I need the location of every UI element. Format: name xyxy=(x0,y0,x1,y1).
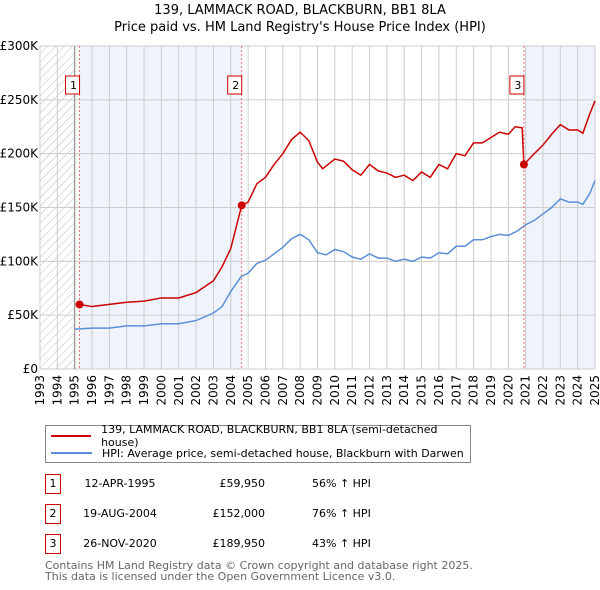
price-chart: 1993 1994 1995 1996 1997 1998 1999 2000 2001 2002… xyxy=(0,39,600,406)
x-tick-label: 2021 xyxy=(519,375,533,406)
sale-hpi-change: 56% ↑ HPI xyxy=(312,477,371,490)
x-tick-label: 2024 xyxy=(571,375,585,406)
x-tick-label: 2001 xyxy=(172,375,186,406)
sale-hpi-change: 76% ↑ HPI xyxy=(312,507,371,520)
hpi-line xyxy=(74,180,596,330)
footer-licence: This data is licensed under the Open Gov… xyxy=(45,570,396,583)
x-tick-label: 2005 xyxy=(241,375,255,406)
legend-property-label: 139, LAMMACK ROAD, BLACKBURN, BB1 8LA (s… xyxy=(101,423,438,449)
x-tick-label: 2023 xyxy=(553,375,567,406)
x-tick-label: 2002 xyxy=(189,375,203,406)
sale-date: 19-AUG-2004 xyxy=(83,507,157,520)
y-tick-label: £100K xyxy=(0,254,39,268)
y-tick-label: £200K xyxy=(0,147,39,161)
sale-label: 3 xyxy=(514,79,521,92)
x-tick-label: 2013 xyxy=(380,375,394,406)
x-tick-label: 2000 xyxy=(154,375,168,406)
footer: Contains HM Land Registry data © Crown c… xyxy=(45,560,473,582)
x-tick-label: 1995 xyxy=(68,375,82,406)
sale-label: 1 xyxy=(70,79,77,92)
legend-hpi-swatch xyxy=(51,452,92,454)
x-tick-label: 2022 xyxy=(536,375,550,406)
sale-label-box xyxy=(227,75,243,95)
x-tick-label: 2011 xyxy=(345,375,359,406)
x-tick-label: 2012 xyxy=(363,375,377,406)
footer-copyright: Contains HM Land Registry data © Crown c… xyxy=(45,559,473,572)
sale-label: 2 xyxy=(232,79,239,92)
x-tick-label: 2025 xyxy=(588,375,600,406)
y-tick-label: £150K xyxy=(0,201,39,215)
x-tick-label: 1994 xyxy=(50,375,64,406)
chart-title: 139, LAMMACK ROAD, BLACKBURN, BB1 8LA xyxy=(154,3,446,18)
y-tick-label: £0 xyxy=(23,362,38,376)
sale-number-badge: 3 xyxy=(45,534,61,554)
x-tick-label: 1993 xyxy=(33,375,47,406)
sale-point xyxy=(237,201,246,210)
sale-label-box xyxy=(509,75,525,95)
sale-number-badge: 1 xyxy=(45,474,61,494)
x-tick-label: 2009 xyxy=(311,375,325,406)
legend-property-swatch xyxy=(51,435,92,437)
sale-number-badge: 2 xyxy=(45,504,61,524)
sale-label-box xyxy=(65,75,81,95)
sale-price: £152,000 xyxy=(212,507,266,520)
x-tick-label: 2014 xyxy=(397,375,411,406)
x-tick-label: 2016 xyxy=(432,375,446,406)
x-tick-label: 2007 xyxy=(276,375,290,406)
sale-point xyxy=(75,300,84,309)
sale-point xyxy=(519,160,528,169)
x-tick-label: 2015 xyxy=(415,375,429,406)
sale-date: 12-APR-1995 xyxy=(84,477,156,490)
x-tick-label: 2010 xyxy=(328,375,342,406)
x-tick-label: 2018 xyxy=(467,375,481,406)
sale-hpi-change: 43% ↑ HPI xyxy=(312,537,371,550)
sale-price: £189,950 xyxy=(212,537,266,550)
y-tick-label: £50K xyxy=(7,308,39,322)
legend: 139, LAMMACK ROAD, BLACKBURN, BB1 8LA (s… xyxy=(45,423,471,463)
x-tick-label: 2008 xyxy=(293,375,307,406)
y-tick-label: £250K xyxy=(0,93,39,107)
chart-subtitle: Price paid vs. HM Land Registry's House … xyxy=(114,20,486,35)
x-tick-label: 2017 xyxy=(449,375,463,406)
sale-date: 26-NOV-2020 xyxy=(83,537,157,550)
x-tick-label: 2019 xyxy=(484,375,498,406)
y-tick-label: £300K xyxy=(0,39,39,53)
legend-hpi-label: HPI: Average price, semi-detached house,… xyxy=(102,446,464,460)
x-tick-label: 1996 xyxy=(85,375,99,406)
x-tick-label: 1999 xyxy=(137,375,151,406)
x-tick-label: 1998 xyxy=(120,375,134,406)
x-tick-label: 2004 xyxy=(224,375,238,406)
x-tick-label: 1997 xyxy=(102,375,116,406)
sale-price: £59,950 xyxy=(219,477,266,490)
x-tick-label: 2003 xyxy=(206,375,220,406)
x-tick-label: 2006 xyxy=(258,375,272,406)
x-tick-label: 2020 xyxy=(501,375,515,406)
